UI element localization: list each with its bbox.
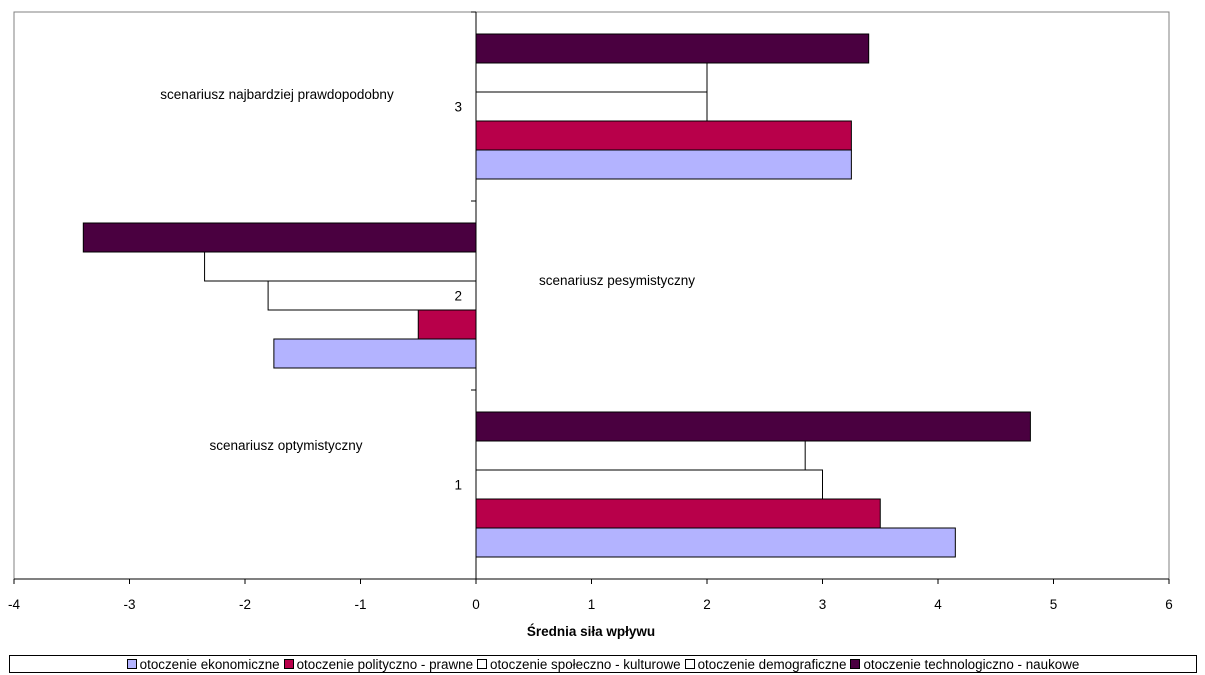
x-tick-label: -2 (239, 597, 251, 612)
x-tick-label: 0 (472, 597, 480, 612)
bar (475, 120, 852, 151)
legend-item: otoczenie ekonomiczne (126, 656, 280, 672)
legend-swatch (850, 659, 861, 669)
bar (475, 149, 852, 180)
category-annotation: scenariusz pesymistyczny (539, 273, 695, 288)
legend: otoczenie ekonomiczne otoczenie polityczn… (9, 655, 1197, 673)
category-annotation: scenariusz optymistyczny (209, 438, 362, 453)
legend-label: otoczenie ekonomiczne (139, 656, 280, 672)
legend-item: otoczenie technologiczno - naukowe (850, 657, 1079, 672)
bar (475, 440, 806, 471)
bar (475, 527, 956, 558)
x-tick-label: 6 (1165, 597, 1173, 612)
category-annotation: scenariusz najbardziej prawdopodobny (160, 87, 394, 102)
bar (267, 280, 477, 311)
x-tick-label: -3 (123, 597, 135, 612)
legend-label: otoczenie technologiczno - naukowe (863, 656, 1080, 672)
x-tick-label: 3 (819, 597, 827, 612)
legend-label: otoczenie społeczno - kulturowe (490, 656, 681, 672)
bar (475, 469, 823, 500)
bar (475, 91, 708, 122)
bar (475, 498, 881, 529)
x-tick-label: 5 (1050, 597, 1058, 612)
bar (475, 33, 870, 64)
x-tick-label: 1 (588, 597, 596, 612)
legend-item: otoczenie polityczno - prawne (283, 656, 474, 672)
legend-swatch (684, 659, 695, 669)
legend-item: otoczenie społeczno - kulturowe (477, 657, 681, 672)
x-axis-title: Średnia siła wpływu (527, 624, 655, 639)
legend-swatch (283, 659, 294, 669)
legend-swatch (126, 659, 137, 669)
legend-swatch (477, 659, 488, 669)
bar (82, 222, 477, 253)
x-tick-label: 4 (934, 597, 942, 612)
x-tick-label: -4 (8, 597, 20, 612)
y-tick-label: 2 (454, 289, 462, 304)
x-tick-label: 2 (703, 597, 711, 612)
y-tick-label: 3 (454, 100, 462, 115)
bar (475, 411, 1031, 442)
bar (273, 338, 477, 369)
bar (204, 251, 477, 282)
x-tick-label: -1 (354, 597, 366, 612)
bar (475, 62, 708, 93)
legend-item: otoczenie demograficzne (684, 656, 847, 672)
y-tick-label: 1 (454, 478, 462, 493)
legend-label: otoczenie polityczno - prawne (296, 656, 474, 672)
legend-label: otoczenie demograficzne (697, 656, 847, 672)
bar (417, 309, 477, 340)
